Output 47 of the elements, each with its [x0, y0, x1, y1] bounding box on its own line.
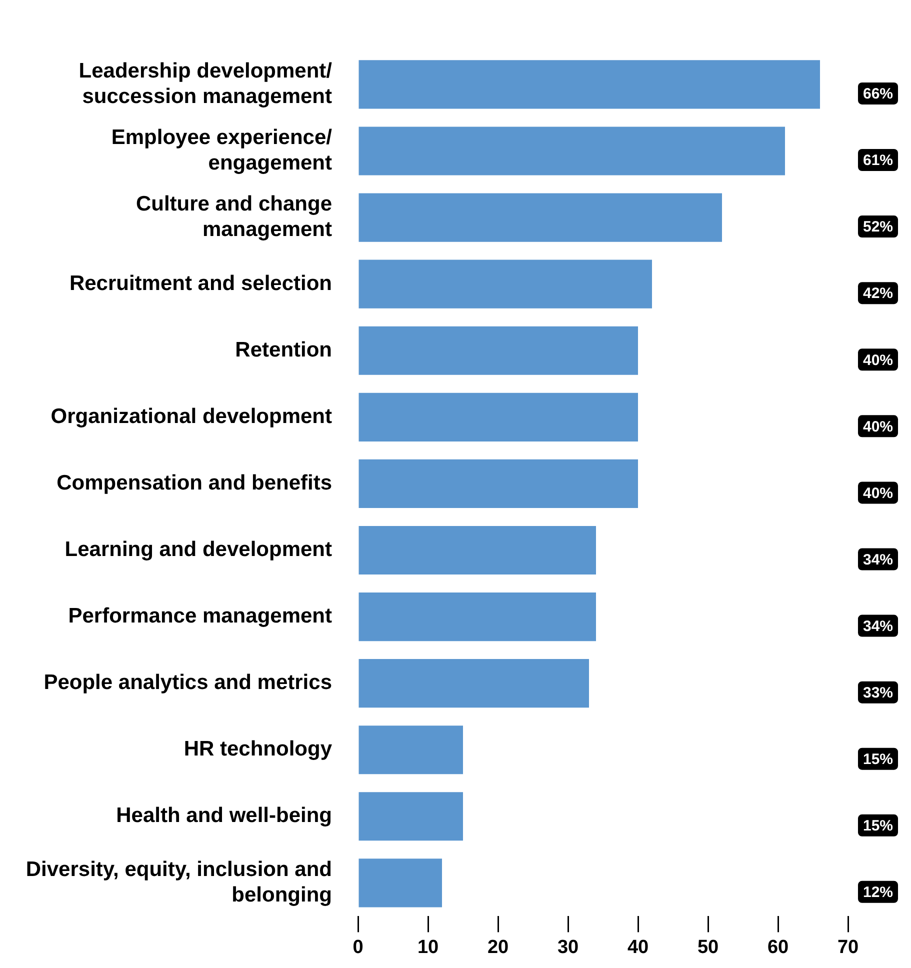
- y-tick-label: Recruitment and selection: [69, 272, 332, 295]
- bar: [358, 592, 596, 642]
- bar: [358, 260, 652, 308]
- bar: [358, 392, 638, 442]
- x-tick-label: 70: [837, 936, 859, 958]
- bar: [358, 193, 722, 242]
- y-tick-label: People analytics and metrics: [44, 671, 332, 694]
- x-tick-label: 20: [487, 936, 509, 958]
- y-tick-label: Culture and change management: [136, 192, 332, 241]
- y-tick-label: Health and well-being: [116, 804, 332, 828]
- data-label: 40%: [862, 352, 894, 369]
- data-label: 52%: [862, 218, 894, 236]
- bar: [358, 126, 785, 176]
- bar: [358, 858, 442, 908]
- data-label: 66%: [862, 86, 894, 103]
- bar: [358, 526, 596, 575]
- bar: [358, 326, 638, 375]
- y-tick-label: Retention: [235, 338, 332, 362]
- bar: [358, 459, 638, 508]
- data-label: 33%: [862, 684, 894, 702]
- bar: [358, 659, 589, 708]
- x-tick-label: 30: [557, 936, 579, 958]
- x-tick-label: 60: [767, 936, 789, 958]
- bar: [358, 726, 463, 774]
- y-tick-label: Compensation and benefits: [56, 471, 332, 494]
- x-tick-label: 10: [417, 936, 439, 958]
- bar: [358, 60, 820, 109]
- data-label: 40%: [862, 484, 894, 502]
- data-label: 15%: [862, 818, 894, 835]
- data-label: 40%: [862, 418, 894, 436]
- y-tick-label: HR technology: [184, 738, 332, 761]
- data-label: 34%: [862, 618, 894, 635]
- x-tick-label: 50: [697, 936, 719, 958]
- y-tick-label: Diversity, equity, inclusion and belonging: [26, 858, 332, 906]
- y-tick-label: Employee experience/ engagement: [111, 126, 332, 174]
- data-label: 15%: [862, 750, 894, 768]
- y-tick-label: Learning and development: [64, 538, 332, 562]
- y-tick-label: Leadership development/ succession management: [78, 60, 332, 108]
- y-tick-label: Performance management: [68, 604, 332, 628]
- data-label: 12%: [862, 884, 894, 902]
- bar: [358, 792, 463, 841]
- data-label: 61%: [862, 152, 894, 170]
- y-tick-label: Organizational development: [50, 404, 332, 428]
- x-tick-label: 40: [627, 936, 649, 958]
- x-tick-label: 0: [352, 936, 364, 958]
- data-label: 42%: [862, 285, 894, 302]
- data-label: 34%: [862, 551, 894, 568]
